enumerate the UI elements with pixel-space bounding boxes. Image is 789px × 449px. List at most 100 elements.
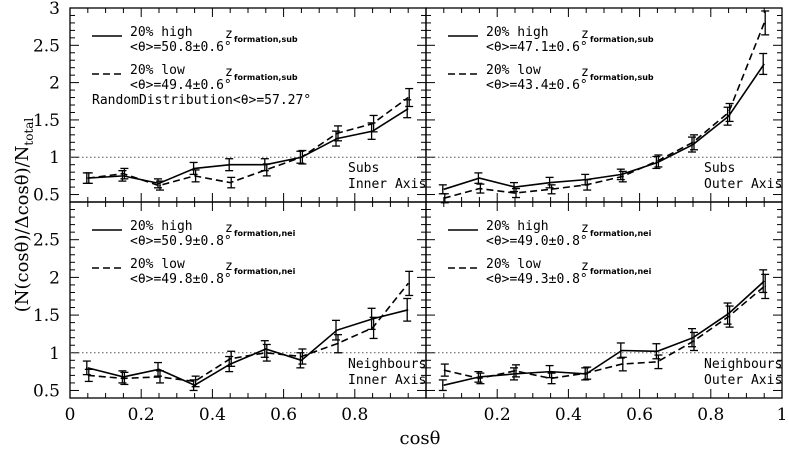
data-point [299,359,302,362]
legend-label: 20% low [130,63,185,78]
legend-label: 20% high [130,219,193,234]
panel-annotation: Outer Axis [704,177,782,192]
data-point [159,376,161,378]
data-point [442,188,444,191]
data-point [513,373,515,375]
data-point [370,318,373,320]
legend-z-subscript: formation,nei [590,229,652,238]
data-point [548,181,551,184]
data-point [337,342,339,345]
data-point [655,350,658,353]
data-point [228,363,230,365]
y-tick-label: 0.5 [33,186,60,206]
panel-bottom-right: 0.2 0.4 0.6 0.8 120% high<θ>=49.0±0.8°z forma… [425,201,788,425]
data-point [693,141,695,144]
data-point [657,160,660,162]
data-point [726,312,729,315]
data-point [655,161,658,164]
y-tick-label: 1.5 [33,306,60,326]
data-point [444,197,446,200]
x-tick-label: 0.2 [128,405,155,425]
legend-z: z [581,221,589,236]
data-point [157,182,159,185]
data-point [620,173,622,176]
legend-label: 20% low [486,257,541,272]
y-axis-label-sub: total [22,118,36,146]
x-tick-label: 0 [65,405,76,425]
y-tick-label: 3 [49,0,60,19]
data-point [264,348,266,350]
panel-bottom-left: 0.5 1 1.5 2 2.5 0 0.2 0.4 0.6 0.8 20% high<θ>=50.9… [33,201,427,425]
y-tick-label: 2.5 [33,36,60,56]
x-tick-label: 0.4 [555,405,582,425]
legend-z: z [225,221,233,236]
series-line [443,285,765,380]
series-low: 20% low<θ>=49.4±0.6°z formation,sub [84,63,414,191]
data-point [548,370,551,373]
data-point [301,355,304,358]
panel-annotation: Neighbours [704,357,782,372]
panel-annotation: Neighbours [348,357,426,372]
series-low: 20% low<θ>=49.3±0.8°z formation,nei [440,257,770,385]
data-point [301,156,304,159]
series-high: 20% high<θ>=47.1±0.6°z formation,sub [438,25,768,195]
data-point [88,374,90,377]
data-point [194,380,197,383]
data-point [442,384,444,386]
data-point [372,122,375,125]
x-axis-label: cosθ [400,428,441,449]
data-point [337,132,339,135]
data-point [622,363,624,365]
legend-z-subscript: formation,sub [234,35,298,44]
y-tick-label: 2 [49,268,60,288]
x-tick-label: 0.6 [626,405,653,425]
data-point [444,369,446,371]
legend-z-subscript: formation,sub [590,35,654,44]
legend-z-subscript: formation,nei [234,229,296,238]
data-point [372,327,375,329]
data-point [266,351,268,354]
data-point [194,175,197,177]
legend-label: 20% low [486,63,541,78]
data-point [157,368,159,371]
legend-label: 20% high [486,25,549,40]
legend-theta: <θ>=49.3±0.8° [486,272,588,287]
legend-theta: <θ>=50.8±0.6° [130,40,232,55]
series-line [87,282,409,383]
x-tick-label: 0.8 [341,405,368,425]
legend-z: z [581,259,589,274]
data-point [192,384,195,386]
series-line [443,280,765,386]
data-point [406,309,409,311]
data-point [88,177,90,179]
data-point [513,186,515,188]
data-point [726,115,729,117]
legend-z: z [581,27,589,42]
legend-theta: <θ>=50.9±0.8° [130,234,232,249]
panel-annotation: Subs [348,161,379,176]
y-tick-label: 1 [49,344,60,364]
legend-z-subscript: formation,sub [590,73,654,82]
data-point [762,280,764,282]
data-point [586,372,588,374]
data-point [192,167,195,170]
data-point [477,177,480,179]
panel-annotation: Subs [704,161,735,176]
legend-z-subscript: formation,sub [234,73,298,82]
series-line [87,108,409,185]
panel-annotation: Outer Axis [704,373,782,388]
data-point [693,340,695,343]
data-point [121,175,124,177]
legend-z-subscript: formation,nei [234,267,296,276]
data-point [406,107,409,110]
legend-theta: <θ>=49.0±0.8° [486,234,588,249]
data-point [762,63,764,65]
series-high: 20% high<θ>=50.8±0.6°z formation,sub [82,25,412,189]
data-point [123,172,126,175]
x-tick-label: 1 [777,405,788,425]
legend-theta: <θ>=49.8±0.8° [130,272,232,287]
data-point [515,192,517,194]
series-line [87,96,409,187]
